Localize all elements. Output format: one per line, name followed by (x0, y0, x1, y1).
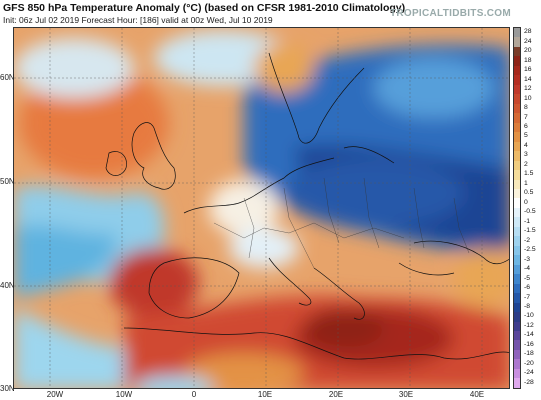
colorbar-label: 10 (524, 94, 532, 102)
colorbar-swatch (514, 170, 520, 180)
colorbar-swatch (514, 113, 520, 123)
colorbar-label: 24 (524, 37, 532, 45)
colorbar-swatch (514, 349, 520, 360)
colorbar-label: -5 (524, 274, 531, 282)
colorbar-label: -20 (524, 359, 534, 367)
colorbar-swatch (514, 226, 520, 237)
colorbar-swatch (514, 264, 520, 275)
colorbar-label: 1.5 (524, 170, 534, 178)
colorbar-label: 28 (524, 28, 532, 36)
colorbar-swatch (514, 359, 520, 369)
anomaly-map (13, 27, 510, 389)
colorbar-swatch (514, 198, 520, 208)
map-title: GFS 850 hPa Temperature Anomaly (°C) (ba… (3, 2, 406, 14)
colorbar-label: -0.5 (524, 208, 536, 216)
colorbar-label: -3 (524, 255, 531, 263)
anomaly-field (14, 28, 509, 388)
lon-label-20e: 20E (328, 390, 344, 399)
colorbar-label: 3 (524, 151, 528, 159)
colorbar-label: 1 (524, 179, 528, 187)
colorbar-swatch (514, 46, 520, 57)
colorbar-label: -6 (524, 284, 531, 292)
colorbar-swatch (514, 188, 520, 199)
colorbar (513, 27, 521, 389)
graticule (14, 28, 509, 388)
colorbar-swatch (514, 141, 520, 152)
colorbar-swatch (514, 368, 520, 379)
colorbar-swatch (514, 321, 520, 331)
colorbar-swatch (514, 94, 520, 104)
colorbar-label: 14 (524, 75, 532, 83)
borders (213, 177, 470, 269)
lat-label-40n: 40N (0, 281, 15, 290)
lat-label-50n: 50N (0, 177, 15, 186)
colorbar-label: -2 (524, 236, 531, 244)
colorbar-label: 2 (524, 160, 528, 168)
colorbar-swatch (514, 293, 520, 303)
colorbar-label: -14 (524, 331, 534, 339)
colorbar-swatch (514, 274, 520, 284)
colorbar-swatch (514, 132, 520, 142)
colorbar-label: 0 (524, 198, 528, 206)
colorbar-swatch (514, 75, 520, 85)
colorbar-label: 12 (524, 85, 532, 93)
colorbar-label: -16 (524, 340, 534, 348)
colorbar-swatch (514, 179, 520, 189)
colorbar-swatch (514, 302, 520, 313)
colorbar-swatch (514, 207, 520, 218)
colorbar-swatch (514, 65, 520, 76)
colorbar-label: -8 (524, 302, 531, 310)
coastlines (105, 52, 509, 360)
colorbar-label: -1.5 (524, 227, 536, 235)
lon-label-10w: 10W (115, 390, 133, 399)
lon-label-30e: 30E (398, 390, 414, 399)
colorbar-swatch (514, 245, 520, 256)
colorbar-swatch (514, 312, 520, 322)
colorbar-label: -24 (524, 369, 534, 377)
colorbar-label: -2.5 (524, 246, 536, 254)
colorbar-swatch (514, 255, 520, 265)
lon-label-40e: 40E (469, 390, 485, 399)
colorbar-swatch (514, 340, 520, 350)
colorbar-swatch (514, 37, 520, 47)
colorbar-label: 18 (524, 56, 532, 64)
map-subtitle: Init: 06z Jul 02 2019 Forecast Hour: [18… (3, 15, 273, 25)
colorbar-swatch (514, 122, 520, 133)
colorbar-label: -4 (524, 265, 531, 273)
colorbar-swatch (514, 84, 520, 95)
colorbar-swatch (514, 160, 520, 171)
colorbar-swatch (514, 28, 520, 38)
colorbar-label: -7 (524, 293, 531, 301)
colorbar-label: -12 (524, 321, 534, 329)
colorbar-swatch (514, 378, 520, 388)
colorbar-label: 4 (524, 141, 528, 149)
lon-label-20w: 20W (46, 390, 64, 399)
lat-label-60n: 60N (0, 73, 15, 82)
lon-label-0: 0 (191, 390, 197, 399)
colorbar-swatch (514, 236, 520, 246)
colorbar-swatch (514, 103, 520, 114)
site-watermark: TROPICALTIDBITS.COM (389, 8, 511, 19)
colorbar-swatch (514, 283, 520, 294)
colorbar-label: 20 (524, 47, 532, 55)
colorbar-label: 5 (524, 132, 528, 140)
colorbar-label: -1 (524, 217, 531, 225)
colorbar-label: 16 (524, 66, 532, 74)
colorbar-label: -28 (524, 378, 534, 386)
colorbar-swatch (514, 217, 520, 227)
colorbar-label: 8 (524, 104, 528, 112)
colorbar-label: 7 (524, 113, 528, 121)
colorbar-label: -10 (524, 312, 534, 320)
colorbar-swatch (514, 56, 520, 66)
colorbar-swatch (514, 331, 520, 341)
colorbar-label: 0.5 (524, 189, 534, 197)
colorbar-swatch (514, 151, 520, 161)
colorbar-label: -18 (524, 350, 534, 358)
colorbar-label: 6 (524, 122, 528, 130)
lon-label-10e: 10E (257, 390, 273, 399)
lat-label-30n: 30N (0, 384, 15, 393)
